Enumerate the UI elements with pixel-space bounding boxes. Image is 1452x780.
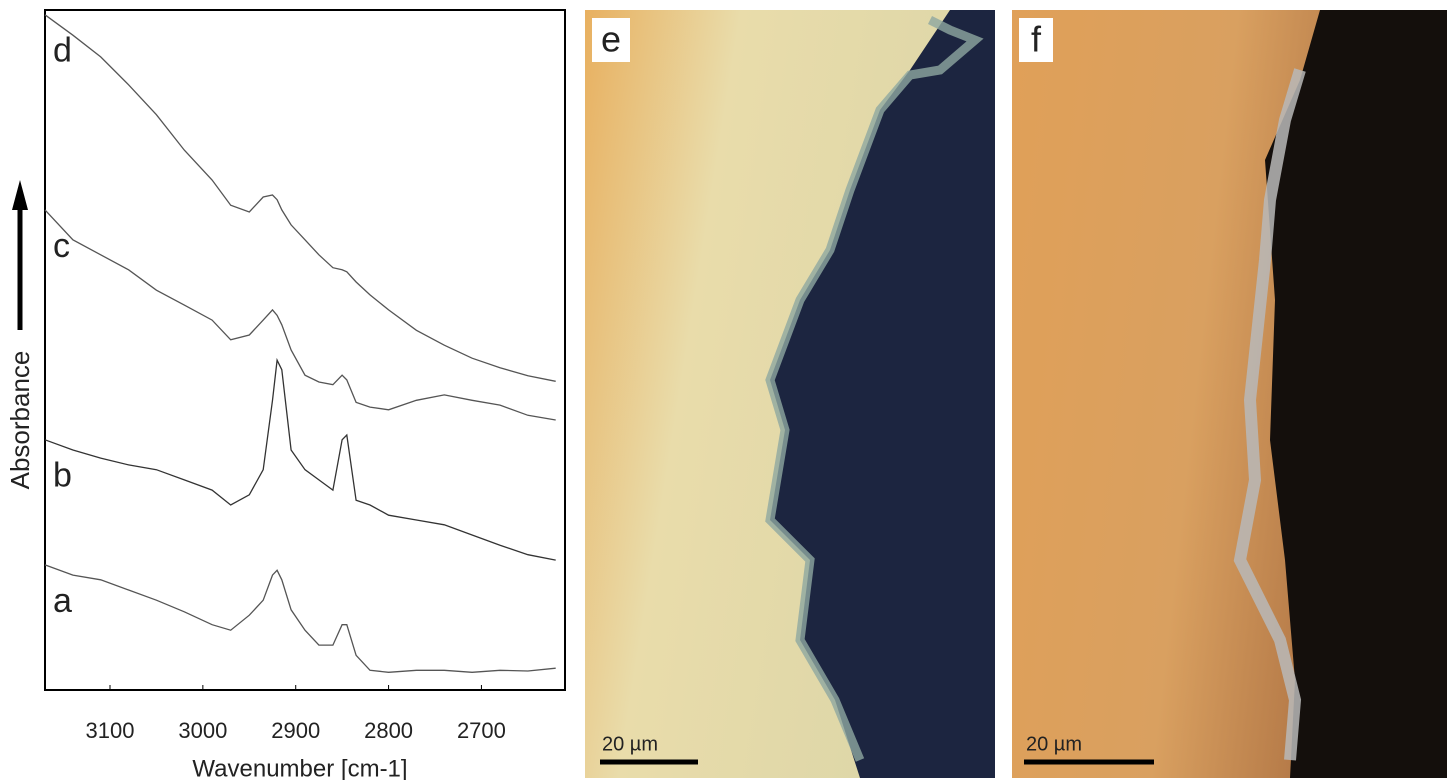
- x-axis-label: Wavenumber [cm-1]: [192, 755, 407, 780]
- x-tick-label: 3000: [178, 718, 227, 743]
- axis-arrow-head: [12, 180, 28, 210]
- spectrum-line: [44, 564, 556, 673]
- y-axis-label: Absorbance: [5, 351, 35, 490]
- panel-label: f: [1031, 19, 1042, 60]
- x-tick-label: 2900: [271, 718, 320, 743]
- spectrum-line: [44, 14, 556, 382]
- scale-bar-label: 20 µm: [602, 733, 658, 755]
- spectrum-line: [44, 357, 556, 561]
- panel-label: e: [601, 19, 621, 60]
- series-label: b: [53, 457, 72, 495]
- x-tick-label: 3100: [86, 718, 135, 743]
- series-label: a: [53, 582, 72, 620]
- micrograph-e: e 20 µm: [585, 10, 995, 778]
- micrograph-f: f 20 µm: [1012, 10, 1447, 778]
- series-label: d: [53, 32, 72, 70]
- plot-frame: [44, 9, 566, 691]
- spectrum-line: [44, 209, 556, 421]
- x-tick-label: 2700: [457, 718, 506, 743]
- x-tick-label: 2800: [364, 718, 413, 743]
- scale-bar-label: 20 µm: [1026, 733, 1082, 755]
- series-label: c: [53, 227, 70, 265]
